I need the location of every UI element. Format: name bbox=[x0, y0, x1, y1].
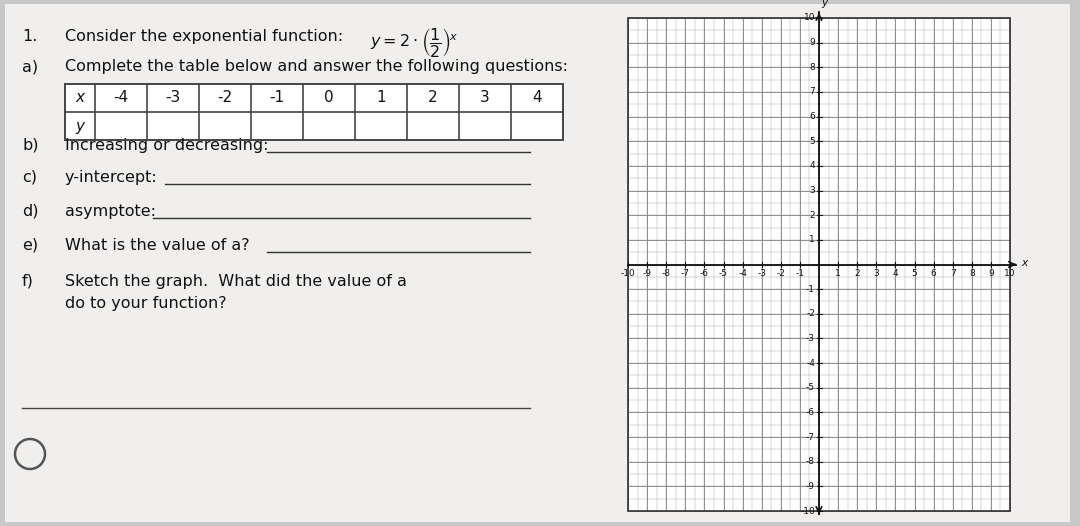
Text: c): c) bbox=[22, 170, 37, 185]
Text: -2: -2 bbox=[806, 309, 815, 318]
Text: b): b) bbox=[22, 138, 39, 153]
Text: 1: 1 bbox=[809, 235, 815, 245]
Text: -6: -6 bbox=[806, 408, 815, 417]
Text: f): f) bbox=[22, 274, 33, 289]
Text: 4: 4 bbox=[809, 161, 815, 170]
Text: 2: 2 bbox=[854, 268, 860, 278]
Text: -3: -3 bbox=[806, 334, 815, 343]
Bar bbox=[627, 18, 1010, 511]
Bar bbox=[627, 18, 1010, 511]
Text: What is the value of a?: What is the value of a? bbox=[65, 238, 249, 253]
Text: e): e) bbox=[22, 238, 38, 253]
Text: 6: 6 bbox=[931, 268, 936, 278]
Text: 3: 3 bbox=[481, 90, 490, 106]
Text: -9: -9 bbox=[643, 268, 651, 278]
Text: 5: 5 bbox=[912, 268, 917, 278]
Text: $y=2\cdot\left(\dfrac{1}{2}\right)^{\!x}$: $y=2\cdot\left(\dfrac{1}{2}\right)^{\!x}… bbox=[370, 26, 458, 59]
Bar bbox=[65, 84, 563, 140]
Text: -2: -2 bbox=[217, 90, 232, 106]
Text: -7: -7 bbox=[806, 432, 815, 441]
Text: Complete the table below and answer the following questions:: Complete the table below and answer the … bbox=[65, 59, 568, 74]
Text: y: y bbox=[76, 118, 84, 134]
Text: d): d) bbox=[22, 204, 39, 219]
Text: x: x bbox=[76, 90, 84, 106]
Text: 1.: 1. bbox=[22, 29, 38, 44]
Text: -3: -3 bbox=[757, 268, 766, 278]
Text: 1: 1 bbox=[835, 268, 841, 278]
Text: -4: -4 bbox=[738, 268, 747, 278]
Text: 9: 9 bbox=[809, 38, 815, 47]
Text: 3: 3 bbox=[874, 268, 879, 278]
Text: 9: 9 bbox=[988, 268, 994, 278]
Text: 10: 10 bbox=[1004, 268, 1016, 278]
Text: 8: 8 bbox=[809, 63, 815, 72]
Text: -1: -1 bbox=[269, 90, 284, 106]
Text: -3: -3 bbox=[165, 90, 180, 106]
Text: -9: -9 bbox=[806, 482, 815, 491]
Text: 8: 8 bbox=[969, 268, 974, 278]
Text: 6: 6 bbox=[809, 112, 815, 121]
Text: 2: 2 bbox=[428, 90, 437, 106]
Text: 0: 0 bbox=[324, 90, 334, 106]
Text: -10: -10 bbox=[621, 268, 635, 278]
Text: -6: -6 bbox=[700, 268, 708, 278]
Text: Sketch the graph.  What did the value of a: Sketch the graph. What did the value of … bbox=[65, 274, 407, 289]
Text: Consider the exponential function:: Consider the exponential function: bbox=[65, 29, 348, 44]
Text: -4: -4 bbox=[113, 90, 129, 106]
Text: y: y bbox=[821, 0, 827, 8]
Text: y-intercept:: y-intercept: bbox=[65, 170, 158, 185]
Text: -10: -10 bbox=[800, 507, 815, 515]
Text: -2: -2 bbox=[777, 268, 785, 278]
Text: -5: -5 bbox=[806, 383, 815, 392]
Text: -1: -1 bbox=[806, 285, 815, 294]
Text: x: x bbox=[1021, 258, 1027, 268]
Text: -7: -7 bbox=[680, 268, 690, 278]
Text: 1: 1 bbox=[376, 90, 386, 106]
Text: 3: 3 bbox=[809, 186, 815, 195]
Text: a): a) bbox=[22, 59, 38, 74]
Text: -4: -4 bbox=[806, 359, 815, 368]
Text: -1: -1 bbox=[795, 268, 805, 278]
Text: -8: -8 bbox=[806, 457, 815, 466]
Text: -5: -5 bbox=[719, 268, 728, 278]
Text: asymptote:: asymptote: bbox=[65, 204, 156, 219]
Text: 2: 2 bbox=[809, 211, 815, 220]
Text: 4: 4 bbox=[532, 90, 542, 106]
Text: do to your function?: do to your function? bbox=[65, 296, 227, 311]
Text: 4: 4 bbox=[892, 268, 899, 278]
Text: Increasing or decreasing:: Increasing or decreasing: bbox=[65, 138, 269, 153]
Text: 10: 10 bbox=[804, 14, 815, 23]
Text: -8: -8 bbox=[662, 268, 671, 278]
Text: 7: 7 bbox=[809, 87, 815, 96]
Text: 5: 5 bbox=[809, 137, 815, 146]
Text: 7: 7 bbox=[949, 268, 956, 278]
